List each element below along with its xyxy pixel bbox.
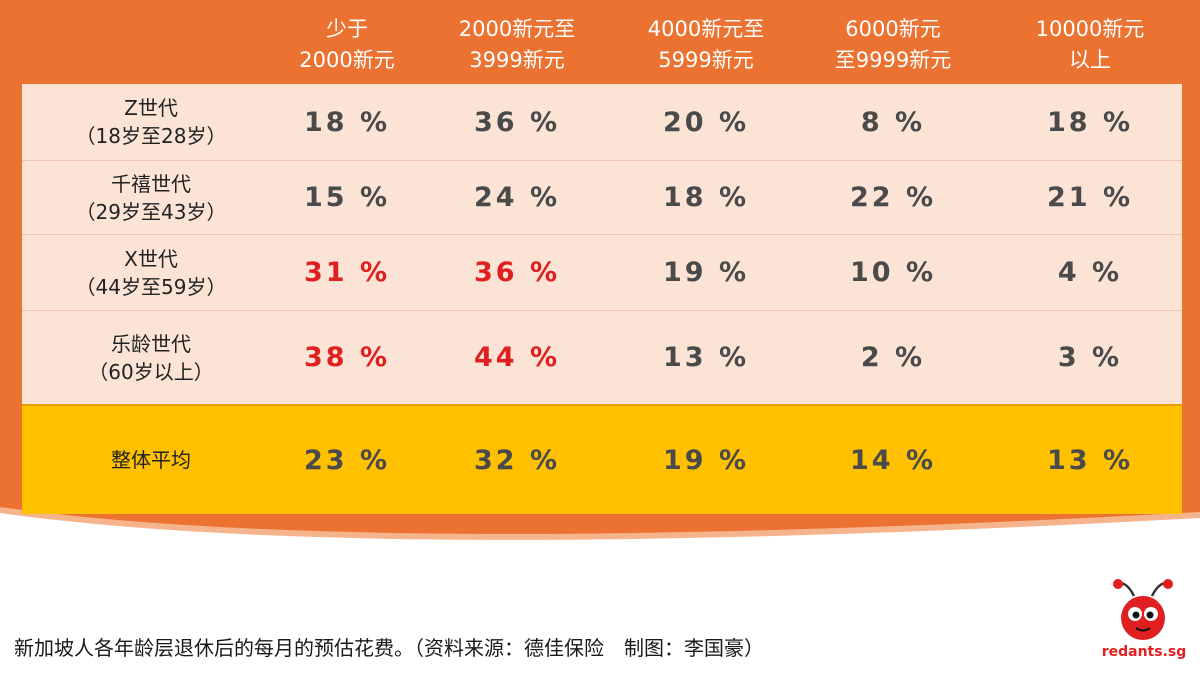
value-cell: 10 % xyxy=(849,257,937,288)
row-label: 整体平均 xyxy=(22,406,280,514)
column-header-line: 6000新元 xyxy=(845,17,941,41)
column-header-line: 5999新元 xyxy=(658,48,754,72)
value-cell: 2 % xyxy=(860,342,926,373)
table-row: 千禧世代 （29岁至43岁） 15 % 24 % 18 % 22 % 21 % xyxy=(22,160,1182,234)
value-cell: 4 % xyxy=(1057,257,1123,288)
value-cell: 22 % xyxy=(849,182,937,213)
column-header-line: 2000新元 xyxy=(299,48,395,72)
column-header-line: 3999新元 xyxy=(469,48,565,72)
white-swoosh-decoration xyxy=(0,507,1200,630)
value-cell: 23 % xyxy=(303,444,391,476)
average-row: 整体平均 23 % 32 % 19 % 14 % 13 % xyxy=(22,404,1182,514)
value-cell: 15 % xyxy=(303,182,391,213)
row-label: X世代 （44岁至59岁） xyxy=(22,235,280,310)
row-label-line: （29岁至43岁） xyxy=(75,199,227,224)
column-header-line: 10000新元 xyxy=(1035,17,1145,41)
value-cell: 3 % xyxy=(1057,342,1123,373)
column-header: 2000新元至 3999新元 xyxy=(427,10,607,80)
value-cell: 18 % xyxy=(662,182,750,213)
value-cell: 18 % xyxy=(303,106,391,138)
column-header-line: 2000新元至 xyxy=(458,17,576,41)
value-cell: 20 % xyxy=(662,106,750,138)
redants-logo: redants.sg xyxy=(1096,574,1192,666)
row-label-line: 整体平均 xyxy=(111,448,191,472)
column-header-line: 以上 xyxy=(1069,48,1111,72)
column-header-line: 少于 xyxy=(326,17,368,41)
value-cell: 21 % xyxy=(1046,182,1134,213)
value-cell: 13 % xyxy=(662,342,750,373)
row-label-line: （60岁以上） xyxy=(88,359,214,384)
spending-table: Z世代 （18岁至28岁） 18 % 36 % 20 % 8 % 18 % 千禧世代 （29岁至… xyxy=(22,84,1182,514)
column-header: 4000新元至 5999新元 xyxy=(616,10,796,80)
ant-mascot-icon xyxy=(1113,579,1173,640)
value-cell: 19 % xyxy=(662,257,750,288)
value-cell: 8 % xyxy=(860,106,926,138)
row-label-line: Z世代 xyxy=(124,96,178,120)
column-header: 少于 2000新元 xyxy=(257,10,437,80)
row-label: Z世代 （18岁至28岁） xyxy=(22,84,280,160)
value-cell: 44 % xyxy=(473,342,561,373)
row-label-line: 千禧世代 xyxy=(111,171,191,196)
value-cell: 38 % xyxy=(303,342,391,373)
value-cell: 24 % xyxy=(473,182,561,213)
value-cell: 13 % xyxy=(1046,444,1134,476)
logo-text: redants.sg xyxy=(1101,644,1187,660)
row-label-line: X世代 xyxy=(124,246,178,271)
row-label-line: 乐龄世代 xyxy=(111,331,191,356)
table-row: X世代 （44岁至59岁） 31 % 36 % 19 % 10 % 4 % xyxy=(22,234,1182,310)
table-row: 乐龄世代 （60岁以上） 38 % 44 % 13 % 2 % 3 % xyxy=(22,310,1182,404)
value-cell: 18 % xyxy=(1046,106,1134,138)
column-header: 6000新元 至9999新元 xyxy=(803,10,983,80)
value-cell: 36 % xyxy=(473,106,561,138)
value-cell: 31 % xyxy=(303,257,391,288)
column-header-line: 至9999新元 xyxy=(834,48,952,72)
table-row: Z世代 （18岁至28岁） 18 % 36 % 20 % 8 % 18 % xyxy=(22,84,1182,160)
row-label-line: （44岁至59岁） xyxy=(75,274,227,299)
value-cell: 19 % xyxy=(662,444,750,476)
caption: 新加坡人各年龄层退休后的每月的预估花费。（资料来源：德佳保险 制图：李国豪） xyxy=(14,636,764,660)
value-cell: 32 % xyxy=(473,444,561,476)
row-label: 千禧世代 （29岁至43岁） xyxy=(22,161,280,234)
value-cell: 14 % xyxy=(849,444,937,476)
column-header: 10000新元 以上 xyxy=(1000,10,1180,80)
row-label: 乐龄世代 （60岁以上） xyxy=(22,311,280,404)
row-label-line: （18岁至28岁） xyxy=(75,124,227,148)
column-header-line: 4000新元至 xyxy=(647,17,765,41)
value-cell: 36 % xyxy=(473,257,561,288)
